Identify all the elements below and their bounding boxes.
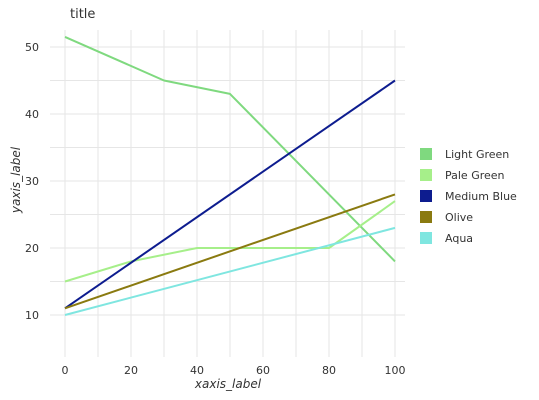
y-axis-title: yaxis_label (9, 146, 23, 214)
y-tick-label: 20 (25, 242, 39, 255)
x-axis-title: xaxis_label (194, 377, 262, 391)
legend-label: Aqua (445, 232, 473, 245)
y-gridlines (50, 47, 405, 315)
y-tick-labels: 10 20 30 40 50 (25, 41, 39, 322)
legend-label: Light Green (445, 148, 509, 161)
legend-label: Medium Blue (445, 190, 517, 203)
legend-swatch (420, 148, 432, 160)
legend-swatch (420, 169, 432, 181)
y-tick-label: 30 (25, 175, 39, 188)
x-tick-label: 0 (62, 364, 69, 377)
legend-label: Olive (445, 211, 473, 224)
legend-swatch (420, 190, 432, 202)
x-tick-label: 80 (322, 364, 336, 377)
legend-swatch (420, 232, 432, 244)
legend-swatch (420, 211, 432, 223)
y-tick-label: 40 (25, 108, 39, 121)
x-tick-label: 20 (124, 364, 138, 377)
chart-title: title (70, 7, 95, 22)
legend: Light Green Pale Green Medium Blue Olive Aqu… (420, 148, 517, 245)
x-tick-labels: 0 20 40 60 80 100 (62, 364, 406, 377)
x-tick-label: 40 (190, 364, 204, 377)
x-tick-label: 60 (256, 364, 270, 377)
legend-label: Pale Green (445, 169, 505, 182)
x-tick-label: 100 (385, 364, 406, 377)
y-tick-label: 50 (25, 41, 39, 54)
y-tick-label: 10 (25, 309, 39, 322)
